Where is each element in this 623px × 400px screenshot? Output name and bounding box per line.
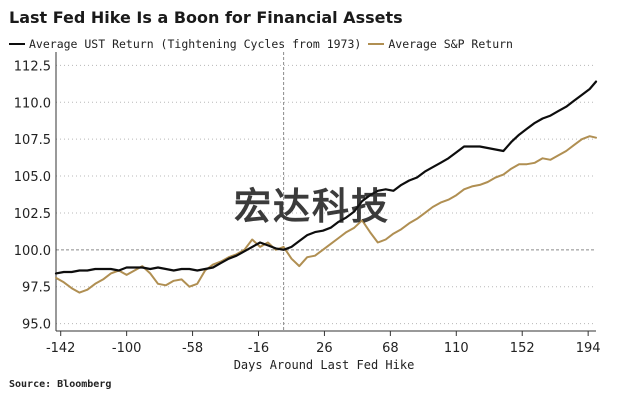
y-tick-label: 95.0 bbox=[22, 318, 51, 333]
series bbox=[54, 80, 598, 294]
legend: Average UST Return (Tightening Cycles fr… bbox=[9, 36, 520, 52]
x-tick-label: -142 bbox=[46, 341, 76, 356]
source-note: Source: Bloomberg bbox=[9, 379, 112, 390]
reference-lines bbox=[56, 52, 596, 331]
x-tick-label: 68 bbox=[382, 341, 399, 356]
legend-item-ust: Average UST Return (Tightening Cycles fr… bbox=[9, 37, 361, 51]
y-tick-label: 100.0 bbox=[14, 244, 51, 259]
tick-labels: 95.0 97.5 100.0 102.5 105.0 107.5 110.0 112.5 -1… bbox=[14, 59, 601, 356]
x-tick-label: 194 bbox=[576, 341, 601, 356]
x-tick-label: 110 bbox=[444, 341, 469, 356]
axes bbox=[55, 52, 596, 336]
legend-swatch-ust bbox=[9, 43, 25, 45]
legend-label-sp: Average S&P Return bbox=[388, 37, 513, 51]
y-tick-label: 102.5 bbox=[14, 207, 51, 222]
chart-title: Last Fed Hike Is a Boon for Financial As… bbox=[9, 8, 403, 27]
x-tick-label: -16 bbox=[248, 341, 269, 356]
x-tick-label: 152 bbox=[510, 341, 535, 356]
y-tick-label: 107.5 bbox=[14, 133, 51, 148]
x-tick-label: -58 bbox=[182, 341, 203, 356]
x-axis-label: Days Around Last Fed Hike bbox=[234, 358, 415, 372]
y-tick-label: 105.0 bbox=[14, 170, 51, 185]
legend-item-sp: Average S&P Return bbox=[368, 37, 513, 51]
x-tick-label: 26 bbox=[316, 341, 333, 356]
x-tick-label: -100 bbox=[112, 341, 142, 356]
legend-label-ust: Average UST Return (Tightening Cycles fr… bbox=[29, 37, 362, 51]
watermark: 宏达科技 bbox=[234, 185, 390, 228]
series-line-ust bbox=[54, 80, 598, 275]
legend-swatch-sp bbox=[368, 43, 385, 45]
y-tick-label: 97.5 bbox=[22, 281, 51, 296]
y-tick-label: 110.0 bbox=[14, 96, 51, 111]
series-line-sp bbox=[55, 135, 597, 294]
y-tick-label: 112.5 bbox=[14, 59, 51, 74]
